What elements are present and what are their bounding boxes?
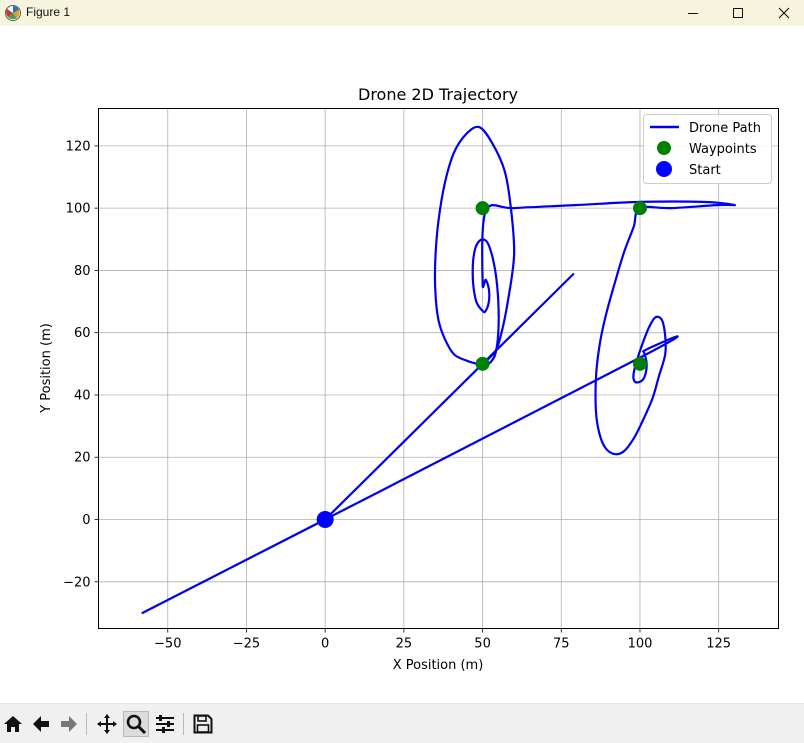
y-axis-label: Y Position (m) bbox=[39, 323, 54, 414]
chart-title: Drone 2D Trajectory bbox=[358, 85, 518, 104]
minimize-icon bbox=[688, 13, 698, 14]
plot-data bbox=[141, 125, 737, 614]
y-tick-label: 60 bbox=[74, 326, 91, 341]
figure-canvas[interactable]: Drone 2D Trajectory −50 −25 0 25 50 75 100 125−… bbox=[0, 26, 804, 702]
grid bbox=[98, 108, 779, 629]
waypoint-marker bbox=[632, 356, 647, 371]
legend-waypoint-marker bbox=[657, 141, 671, 155]
legend-start-marker bbox=[656, 161, 672, 177]
toolbar-separator bbox=[86, 713, 87, 735]
magnifier-icon bbox=[126, 714, 147, 735]
move-icon bbox=[97, 714, 117, 734]
y-tick-label: 40 bbox=[74, 388, 91, 403]
navigation-toolbar bbox=[0, 703, 804, 743]
zoom-button[interactable] bbox=[123, 711, 149, 737]
save-button[interactable] bbox=[190, 711, 216, 737]
toolbar-separator bbox=[183, 713, 184, 735]
close-button[interactable] bbox=[761, 0, 804, 26]
x-tick-label: 100 bbox=[628, 637, 653, 652]
x-tick-label: −25 bbox=[233, 637, 260, 652]
x-tick-label: 25 bbox=[396, 637, 413, 652]
arrow-left-icon bbox=[33, 716, 49, 732]
legend-label-start: Start bbox=[689, 163, 721, 178]
matplotlib-app-icon bbox=[4, 4, 22, 22]
drone-path-line bbox=[141, 125, 737, 614]
arrow-right-icon bbox=[61, 716, 77, 732]
x-axis-label: X Position (m) bbox=[393, 658, 484, 673]
sliders-icon bbox=[156, 715, 174, 733]
x-tick-label: 50 bbox=[474, 637, 491, 652]
window-title: Figure 1 bbox=[26, 5, 71, 19]
back-button[interactable] bbox=[28, 711, 54, 737]
waypoint-marker bbox=[475, 201, 490, 216]
x-tick-label: −50 bbox=[154, 637, 181, 652]
maximize-icon bbox=[733, 8, 743, 18]
waypoint-marker bbox=[475, 356, 490, 371]
axis-ticks: −50 −25 0 25 50 75 100 125 −20 0 20 40 60 80 100 120 bbox=[63, 139, 731, 651]
legend-box bbox=[643, 114, 772, 184]
x-tick-label: 75 bbox=[553, 637, 570, 652]
minimize-button[interactable] bbox=[670, 0, 716, 26]
floppy-disk-icon bbox=[193, 714, 213, 734]
home-icon bbox=[4, 716, 22, 732]
y-tick-label: −20 bbox=[63, 575, 90, 590]
axes-frame bbox=[98, 108, 779, 629]
legend-label-path: Drone Path bbox=[689, 121, 761, 136]
x-tick-label: 0 bbox=[321, 637, 329, 652]
y-tick-label: 120 bbox=[66, 139, 91, 154]
x-tick-label: 125 bbox=[706, 637, 731, 652]
y-tick-label: 80 bbox=[74, 264, 91, 279]
pan-button[interactable] bbox=[94, 711, 120, 737]
legend: Drone Path Waypoints Start bbox=[643, 114, 772, 184]
waypoint-marker bbox=[632, 201, 647, 216]
home-button[interactable] bbox=[0, 711, 26, 737]
close-icon bbox=[778, 7, 790, 19]
y-tick-label: 20 bbox=[74, 451, 91, 466]
y-tick-label: 0 bbox=[82, 513, 90, 528]
start-marker bbox=[316, 511, 334, 529]
legend-label-waypoints: Waypoints bbox=[689, 142, 757, 157]
maximize-button[interactable] bbox=[715, 0, 761, 26]
chart: Drone 2D Trajectory −50 −25 0 25 50 75 100 125−… bbox=[39, 85, 779, 673]
forward-button[interactable] bbox=[56, 711, 82, 737]
window-titlebar: Figure 1 bbox=[0, 0, 804, 26]
configure-subplots-button[interactable] bbox=[152, 711, 178, 737]
y-tick-label: 100 bbox=[66, 202, 91, 217]
